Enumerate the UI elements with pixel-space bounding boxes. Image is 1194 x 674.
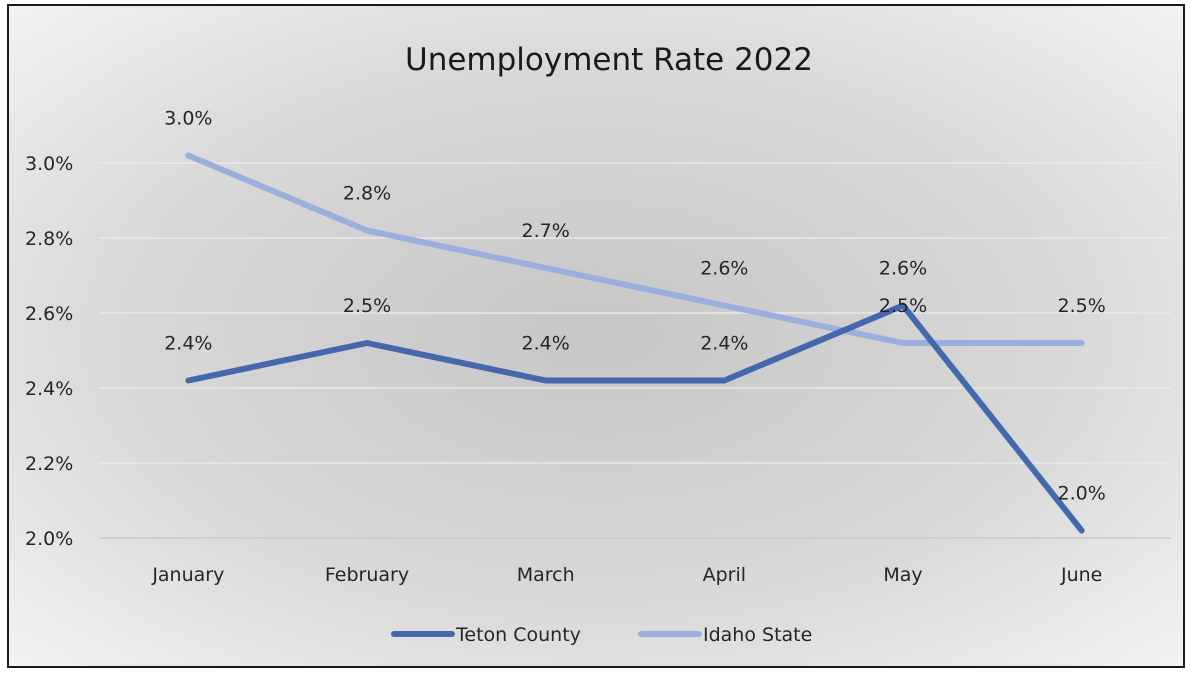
data-label: 2.6% bbox=[879, 258, 927, 280]
data-label: 2.4% bbox=[700, 333, 748, 355]
x-axis-tick-labels: January February March April May June bbox=[151, 564, 1102, 586]
data-label: 2.4% bbox=[522, 333, 570, 355]
x-tick-label: January bbox=[151, 564, 224, 586]
x-tick-label: February bbox=[325, 564, 409, 586]
data-label: 3.0% bbox=[164, 108, 212, 130]
data-label: 2.5% bbox=[879, 295, 927, 317]
series-line bbox=[185, 302, 1085, 534]
gridlines bbox=[99, 162, 1171, 539]
y-tick-label: 2.6% bbox=[25, 303, 73, 325]
y-tick-label: 2.2% bbox=[25, 453, 73, 475]
data-label: 2.7% bbox=[522, 220, 570, 242]
x-tick-label: June bbox=[1060, 564, 1102, 586]
y-tick-label: 2.8% bbox=[25, 228, 73, 250]
series-lines bbox=[185, 152, 1085, 534]
data-labels: 2.4% 2.5% 2.4% 2.4% 2.6% 2.0% 3.0% 2.8% 2.7% 2.6%… bbox=[164, 108, 1106, 505]
legend-item: Idaho State bbox=[638, 624, 812, 646]
y-axis-tick-labels: 2.0% 2.2% 2.4% 2.6% 2.8% 3.0% bbox=[25, 153, 73, 550]
legend-label: Idaho State bbox=[703, 624, 812, 646]
legend: Teton County Idaho State bbox=[391, 624, 812, 646]
legend-item: Teton County bbox=[391, 624, 581, 646]
data-label: 2.6% bbox=[700, 258, 748, 280]
chart-frame: Unemployment Rate 2022 2.0% 2.2% 2.4% 2.6% 2… bbox=[7, 4, 1185, 668]
data-label: 2.4% bbox=[164, 333, 212, 355]
data-label: 2.8% bbox=[343, 183, 391, 205]
legend-label: Teton County bbox=[455, 624, 581, 646]
x-tick-label: May bbox=[883, 564, 922, 586]
data-label: 2.5% bbox=[343, 295, 391, 317]
x-tick-label: April bbox=[703, 564, 746, 586]
data-label: 2.0% bbox=[1058, 483, 1106, 505]
chart-title: Unemployment Rate 2022 bbox=[405, 42, 813, 78]
y-tick-label: 3.0% bbox=[25, 153, 73, 175]
x-tick-label: March bbox=[517, 564, 575, 586]
line-chart: Unemployment Rate 2022 2.0%2.2%2.4%2.6%2… bbox=[9, 6, 1183, 666]
y-tick-label: 2.0% bbox=[25, 528, 73, 550]
data-label: 2.5% bbox=[1058, 295, 1106, 317]
chart-background bbox=[9, 6, 1183, 666]
y-tick-label: 2.4% bbox=[25, 378, 73, 400]
